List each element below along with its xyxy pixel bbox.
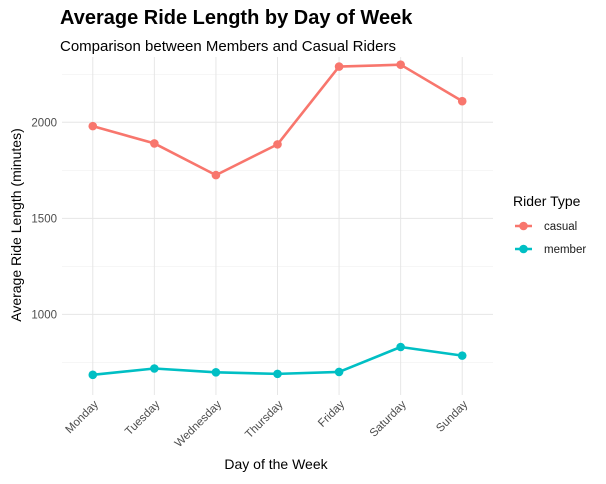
legend-item-member: member — [515, 244, 586, 256]
x-tick-label: Tuesday — [123, 398, 163, 438]
x-axis-ticks: Monday Tuesday Wednesday Thursday Friday Satu… — [63, 398, 470, 449]
legend-key-point — [519, 221, 528, 231]
x-tick-label: Monday — [63, 398, 101, 436]
data-point — [457, 351, 467, 360]
y-tick-label: 1000 — [31, 309, 57, 321]
y-axis-ticks: 1000 1500 2000 — [31, 117, 57, 321]
data-point — [334, 367, 344, 377]
data-point — [88, 121, 98, 131]
data-point — [150, 139, 159, 148]
data-point — [88, 370, 98, 380]
series-layer — [88, 60, 467, 380]
data-point — [457, 96, 467, 106]
data-point — [150, 364, 159, 373]
data-point — [211, 170, 221, 180]
data-point — [273, 140, 282, 149]
series-casual — [88, 60, 467, 180]
x-axis-label: Day of the Week — [224, 456, 328, 472]
y-axis-label: Average Ride Length (minutes) — [8, 128, 24, 322]
legend-key-point — [519, 244, 528, 254]
data-point — [211, 368, 221, 377]
legend-item-casual: casual — [515, 221, 577, 233]
legend-title: Rider Type — [513, 193, 581, 209]
x-tick-label: Wednesday — [173, 398, 224, 449]
series-member — [88, 342, 467, 380]
legend-label: casual — [544, 221, 577, 233]
data-point — [396, 60, 405, 69]
y-tick-label: 2000 — [31, 117, 57, 129]
data-point — [396, 342, 405, 352]
x-tick-label: Friday — [316, 398, 347, 429]
data-point — [334, 62, 344, 71]
grid-layer — [62, 57, 493, 395]
chart-title: Average Ride Length by Day of Week — [60, 7, 413, 29]
legend-label: member — [544, 244, 586, 256]
x-tick-label: Saturday — [368, 398, 409, 439]
legend-items: casual member — [515, 221, 586, 256]
data-point — [273, 369, 282, 379]
x-tick-label: Thursday — [243, 398, 286, 441]
legend: Rider Type casual member — [513, 193, 586, 256]
chart-subtitle: Comparison between Members and Casual Ri… — [60, 38, 396, 55]
x-tick-label: Sunday — [434, 398, 470, 434]
y-tick-label: 1500 — [31, 213, 57, 225]
